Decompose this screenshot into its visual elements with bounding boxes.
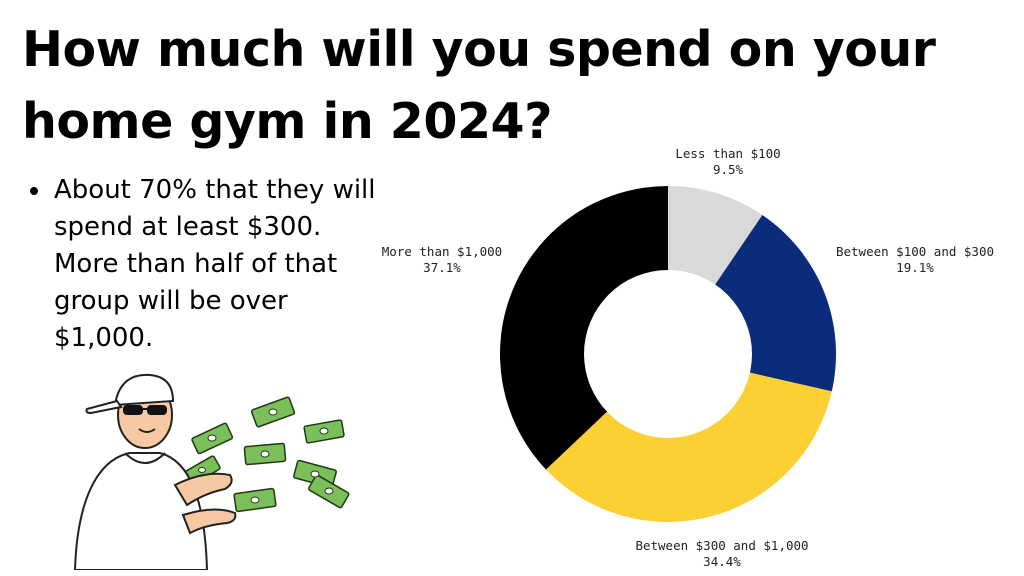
slice-category-label: Between $300 and $1,000 — [635, 538, 808, 553]
man-with-sunglasses-throwing-money-icon — [73, 373, 350, 570]
bullet-item: About 70% that they will spend at least … — [30, 172, 384, 357]
bullet-list: About 70% that they will spend at least … — [22, 172, 384, 357]
slice-value-label: 19.1% — [896, 260, 934, 275]
slice-category-label: Between $100 and $300 — [836, 244, 994, 259]
slice-value-label: 37.1% — [423, 260, 461, 275]
donut-slice-4 — [500, 186, 668, 470]
slice-value-label: 9.5% — [713, 162, 744, 177]
donut-hole — [584, 270, 752, 438]
page-title: How much will you spend on your home gym… — [22, 21, 936, 150]
slice-value-label: 34.4% — [703, 554, 741, 569]
donut-slice-3 — [545, 354, 832, 522]
slice-category-label: More than $1,000 — [382, 244, 502, 259]
slice-category-label: Less than $100 — [675, 146, 780, 161]
donut-slices — [500, 186, 837, 522]
